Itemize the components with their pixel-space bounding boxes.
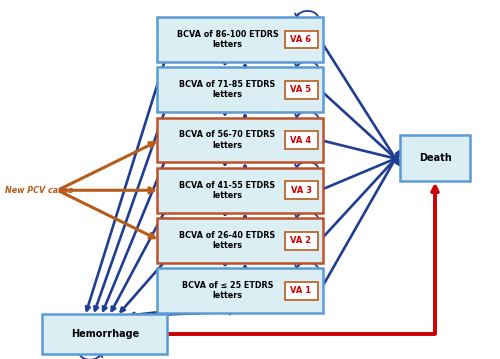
Text: VA 4: VA 4 (290, 135, 312, 145)
FancyBboxPatch shape (158, 118, 322, 162)
Text: BCVA of 41-55 ETDRS
letters: BCVA of 41-55 ETDRS letters (180, 181, 276, 200)
Text: BCVA of 86-100 ETDRS
letters: BCVA of 86-100 ETDRS letters (176, 30, 278, 49)
Text: Hemorrhage: Hemorrhage (71, 329, 139, 339)
Text: BCVA of 56-70 ETDRS
letters: BCVA of 56-70 ETDRS letters (180, 130, 276, 150)
FancyBboxPatch shape (284, 181, 318, 199)
Text: BCVA of 71-85 ETDRS
letters: BCVA of 71-85 ETDRS letters (180, 80, 276, 99)
Text: VA 6: VA 6 (290, 35, 312, 44)
Text: VA 3: VA 3 (290, 186, 312, 195)
FancyBboxPatch shape (284, 131, 318, 149)
FancyBboxPatch shape (284, 31, 318, 48)
FancyBboxPatch shape (400, 135, 470, 181)
Text: VA 1: VA 1 (290, 286, 312, 295)
FancyBboxPatch shape (158, 67, 322, 112)
FancyBboxPatch shape (284, 282, 318, 300)
FancyBboxPatch shape (158, 218, 322, 263)
FancyBboxPatch shape (158, 168, 322, 213)
Text: BCVA of ≤ 25 ETDRS
letters: BCVA of ≤ 25 ETDRS letters (182, 281, 273, 300)
FancyBboxPatch shape (284, 81, 318, 99)
FancyBboxPatch shape (284, 232, 318, 250)
Text: Death: Death (418, 153, 452, 163)
Text: New PCV cases: New PCV cases (5, 186, 73, 195)
Text: VA 5: VA 5 (290, 85, 312, 94)
Text: VA 2: VA 2 (290, 236, 312, 245)
Text: BCVA of 26-40 ETDRS
letters: BCVA of 26-40 ETDRS letters (180, 231, 276, 250)
FancyBboxPatch shape (42, 314, 168, 354)
FancyBboxPatch shape (158, 269, 322, 313)
FancyBboxPatch shape (158, 17, 322, 62)
